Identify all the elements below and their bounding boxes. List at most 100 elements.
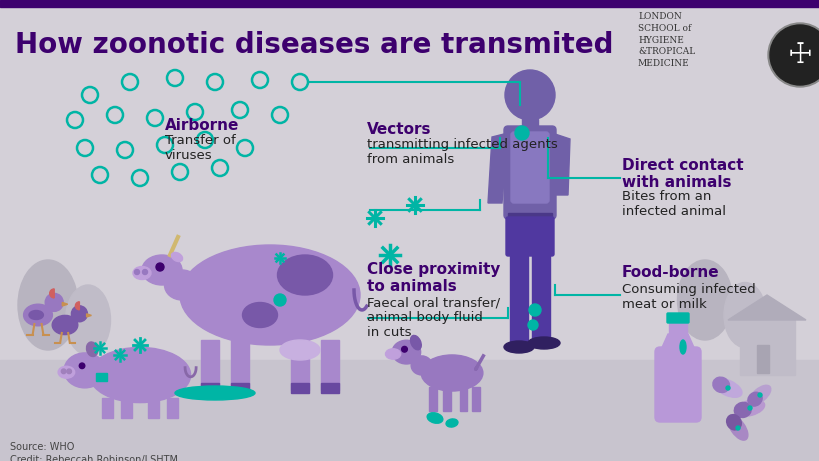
Bar — [201, 383, 219, 393]
Bar — [43, 305, 53, 327]
Text: Faecal oral transfer/
animal body fluid
in cuts: Faecal oral transfer/ animal body fluid … — [367, 296, 500, 339]
Circle shape — [274, 294, 286, 306]
Ellipse shape — [726, 414, 740, 430]
Ellipse shape — [427, 413, 442, 423]
Circle shape — [725, 386, 729, 390]
Ellipse shape — [391, 340, 420, 364]
Ellipse shape — [410, 336, 421, 350]
Ellipse shape — [679, 340, 686, 354]
Bar — [231, 340, 249, 390]
Bar — [148, 398, 159, 418]
Circle shape — [527, 320, 537, 330]
Bar — [291, 340, 309, 390]
Text: Close proximity
to animals: Close proximity to animals — [367, 262, 500, 295]
Ellipse shape — [527, 337, 559, 349]
Circle shape — [156, 263, 164, 271]
Circle shape — [747, 406, 751, 410]
Circle shape — [401, 346, 407, 352]
Text: Source: WHO
Credit: Rebeccah Robinson/LSHTM: Source: WHO Credit: Rebeccah Robinson/LS… — [10, 442, 178, 461]
Text: LONDON
SCHOOL of
HYGIENE
&TROPICAL
MEDICINE: LONDON SCHOOL of HYGIENE &TROPICAL MEDIC… — [637, 12, 695, 68]
Circle shape — [143, 270, 147, 274]
Polygon shape — [551, 133, 569, 195]
Bar — [96, 373, 106, 380]
Ellipse shape — [277, 255, 332, 295]
Ellipse shape — [64, 353, 106, 388]
Ellipse shape — [58, 366, 75, 378]
Bar — [459, 387, 467, 411]
Ellipse shape — [410, 356, 432, 375]
Ellipse shape — [749, 385, 770, 405]
Circle shape — [505, 70, 554, 120]
Bar — [739, 315, 749, 337]
Polygon shape — [62, 302, 68, 306]
Ellipse shape — [165, 270, 199, 300]
Ellipse shape — [174, 386, 255, 400]
Circle shape — [71, 306, 88, 322]
Bar — [0, 360, 819, 461]
Ellipse shape — [279, 340, 319, 360]
Bar — [699, 300, 709, 322]
Ellipse shape — [133, 266, 151, 279]
Circle shape — [769, 25, 819, 85]
FancyBboxPatch shape — [505, 217, 554, 256]
Ellipse shape — [24, 304, 52, 326]
Bar — [291, 383, 309, 393]
Ellipse shape — [676, 260, 731, 340]
Ellipse shape — [66, 285, 111, 355]
Ellipse shape — [18, 260, 78, 350]
Bar — [509, 250, 527, 345]
Bar — [201, 340, 219, 390]
Ellipse shape — [57, 321, 70, 329]
Bar — [508, 213, 551, 221]
Circle shape — [79, 363, 84, 368]
Ellipse shape — [734, 402, 750, 418]
Text: Airborne: Airborne — [165, 118, 239, 133]
Circle shape — [757, 393, 761, 397]
Wedge shape — [75, 302, 79, 310]
Circle shape — [134, 270, 139, 274]
Bar — [522, 119, 537, 131]
Bar — [231, 383, 249, 393]
Ellipse shape — [86, 342, 97, 356]
FancyBboxPatch shape — [504, 126, 555, 219]
Bar — [166, 398, 178, 418]
Ellipse shape — [142, 255, 182, 285]
Bar — [443, 387, 450, 411]
Text: Vectors: Vectors — [367, 122, 431, 137]
Ellipse shape — [727, 416, 747, 440]
Circle shape — [45, 293, 63, 311]
Text: ☩: ☩ — [786, 41, 812, 69]
Text: Bites from an
infected animal: Bites from an infected animal — [622, 190, 725, 218]
Text: Transfer of
viruses: Transfer of viruses — [165, 134, 236, 162]
Bar — [102, 398, 113, 418]
Text: How zoonotic diseases are transmited: How zoonotic diseases are transmited — [15, 31, 613, 59]
Ellipse shape — [504, 341, 533, 353]
Ellipse shape — [385, 349, 400, 359]
Ellipse shape — [713, 378, 741, 397]
Bar — [756, 345, 768, 373]
Ellipse shape — [446, 419, 457, 427]
Polygon shape — [487, 133, 508, 203]
Bar — [668, 320, 686, 336]
Ellipse shape — [29, 311, 43, 319]
Ellipse shape — [735, 400, 763, 416]
Bar — [0, 0, 819, 7]
Ellipse shape — [723, 283, 765, 348]
Ellipse shape — [242, 302, 277, 327]
Bar — [472, 387, 479, 411]
Ellipse shape — [747, 392, 761, 406]
Circle shape — [528, 304, 541, 316]
Ellipse shape — [712, 377, 729, 392]
Text: transmitting infected agents
from animals: transmitting infected agents from animal… — [367, 138, 557, 166]
FancyBboxPatch shape — [666, 313, 688, 323]
Bar — [532, 250, 550, 340]
Ellipse shape — [89, 348, 190, 402]
Polygon shape — [727, 295, 805, 320]
Circle shape — [767, 23, 819, 87]
Bar — [320, 340, 338, 390]
Polygon shape — [87, 314, 91, 317]
Circle shape — [61, 369, 66, 373]
Ellipse shape — [421, 355, 482, 391]
Bar — [428, 387, 437, 411]
Ellipse shape — [180, 245, 360, 345]
